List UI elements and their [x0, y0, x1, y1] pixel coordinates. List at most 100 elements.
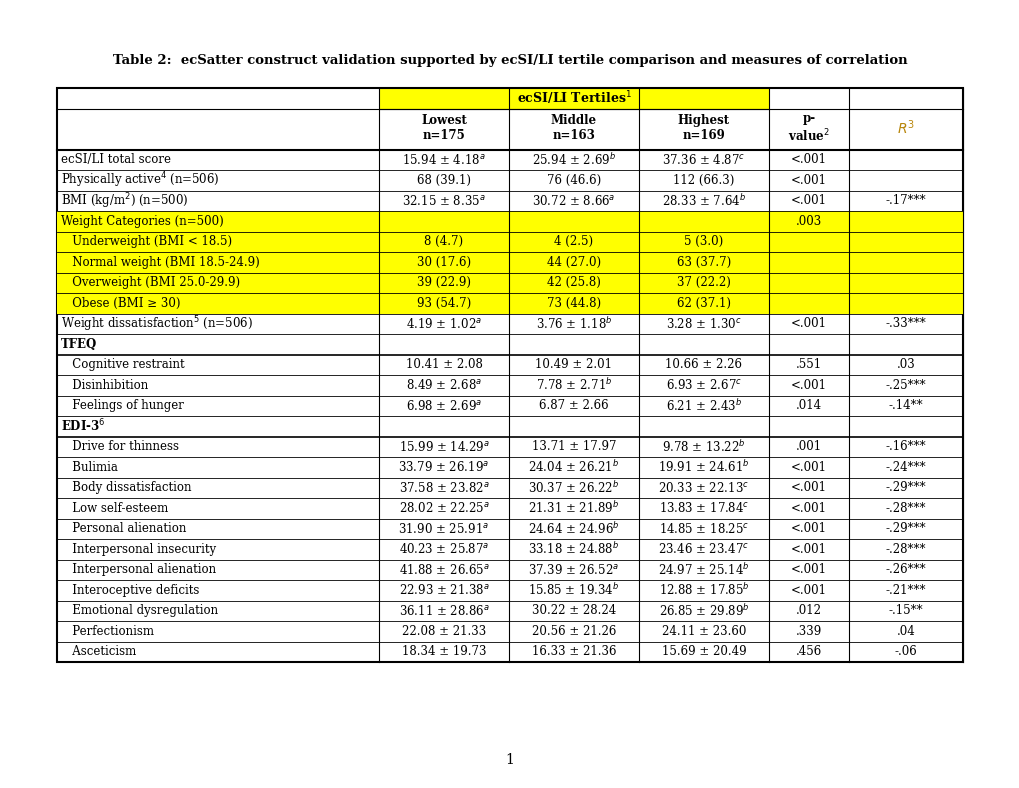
Text: 13.83 ± 17.84$^{c}$: 13.83 ± 17.84$^{c}$	[658, 501, 749, 515]
Bar	[57, 88, 962, 662]
Text: 8 (4.7): 8 (4.7)	[424, 236, 463, 248]
Text: 18.34 ± 19.73: 18.34 ± 19.73	[401, 645, 486, 658]
Text: 44 (27.0): 44 (27.0)	[546, 256, 600, 269]
Text: .551: .551	[795, 359, 821, 371]
Text: Lowest
n=175: Lowest n=175	[421, 114, 467, 142]
Text: 23.46 ± 23.47$^{c}$: 23.46 ± 23.47$^{c}$	[658, 542, 749, 556]
Text: Drive for thinness: Drive for thinness	[61, 440, 178, 453]
Text: .003: .003	[795, 215, 821, 228]
Text: 20.56 ± 21.26: 20.56 ± 21.26	[531, 625, 615, 637]
Text: 25.94 ± 2.69$^{b}$: 25.94 ± 2.69$^{b}$	[532, 152, 615, 168]
Text: 24.04 ± 26.21$^{b}$: 24.04 ± 26.21$^{b}$	[528, 459, 619, 475]
Text: Personal alienation: Personal alienation	[61, 522, 186, 535]
Text: <.001: <.001	[790, 502, 826, 515]
Text: 24.97 ± 25.14$^{b}$: 24.97 ± 25.14$^{b}$	[657, 562, 749, 578]
Text: 30.72 ± 8.66$^{a}$: 30.72 ± 8.66$^{a}$	[532, 194, 615, 208]
Text: 37.58 ± 23.82$^{a}$: 37.58 ± 23.82$^{a}$	[398, 481, 489, 495]
Text: 31.90 ± 25.91$^{a}$: 31.90 ± 25.91$^{a}$	[398, 522, 489, 536]
Text: Weight dissatisfaction$^{5}$ (n=506): Weight dissatisfaction$^{5}$ (n=506)	[61, 314, 253, 333]
Text: p-
value$^{2}$: p- value$^{2}$	[788, 112, 829, 144]
Text: 1: 1	[505, 753, 514, 767]
Text: 30.22 ± 28.24: 30.22 ± 28.24	[531, 604, 615, 617]
Text: 6.93 ± 2.67$^{c}$: 6.93 ± 2.67$^{c}$	[665, 378, 742, 392]
Text: Table 2:  ecSatter construct validation supported by ecSI/LI tertile comparison : Table 2: ecSatter construct validation s…	[112, 54, 907, 66]
Text: -.29***: -.29***	[884, 481, 925, 494]
Text: Interpersonal insecurity: Interpersonal insecurity	[61, 543, 216, 556]
Text: -.21***: -.21***	[884, 584, 925, 597]
Text: 30 (17.6): 30 (17.6)	[417, 256, 471, 269]
Text: 12.88 ± 17.85$^{b}$: 12.88 ± 17.85$^{b}$	[658, 582, 749, 598]
Text: Underweight (BMI < 18.5): Underweight (BMI < 18.5)	[61, 236, 232, 248]
Text: 15.85 ± 19.34$^{b}$: 15.85 ± 19.34$^{b}$	[528, 582, 619, 598]
Text: <.001: <.001	[790, 461, 826, 474]
Text: 6.98 ± 2.69$^{a}$: 6.98 ± 2.69$^{a}$	[406, 399, 482, 413]
Text: 19.91 ± 24.61$^{b}$: 19.91 ± 24.61$^{b}$	[657, 459, 749, 475]
Text: 28.02 ± 22.25$^{a}$: 28.02 ± 22.25$^{a}$	[398, 501, 489, 515]
Text: 15.94 ± 4.18$^{a}$: 15.94 ± 4.18$^{a}$	[401, 153, 485, 167]
Text: .339: .339	[795, 625, 821, 637]
Text: ecSI/LI Tertiles$^{1}$: ecSI/LI Tertiles$^{1}$	[516, 90, 631, 107]
Text: .001: .001	[795, 440, 821, 453]
Text: <.001: <.001	[790, 522, 826, 535]
Text: Interoceptive deficits: Interoceptive deficits	[61, 584, 199, 597]
Text: Body dissatisfaction: Body dissatisfaction	[61, 481, 192, 494]
Text: 6.21 ± 2.43$^{b}$: 6.21 ± 2.43$^{b}$	[665, 398, 742, 414]
Text: Obese (BMI ≥ 30): Obese (BMI ≥ 30)	[61, 297, 180, 310]
Bar	[379, 88, 768, 109]
Text: 3.28 ± 1.30$^{c}$: 3.28 ± 1.30$^{c}$	[665, 317, 741, 331]
Text: 63 (37.7): 63 (37.7)	[677, 256, 731, 269]
Text: <.001: <.001	[790, 379, 826, 392]
Text: -.33***: -.33***	[884, 318, 925, 330]
Text: EDI-3$^{6}$: EDI-3$^{6}$	[61, 418, 105, 434]
Text: 24.11 ± 23.60: 24.11 ± 23.60	[661, 625, 746, 637]
Text: 9.78 ± 13.22$^{b}$: 9.78 ± 13.22$^{b}$	[661, 439, 745, 455]
Text: 10.49 ± 2.01: 10.49 ± 2.01	[535, 359, 611, 371]
Text: 22.93 ± 21.38$^{a}$: 22.93 ± 21.38$^{a}$	[398, 583, 489, 597]
Text: 4 (2.5): 4 (2.5)	[554, 236, 593, 248]
Text: .04: .04	[896, 625, 914, 637]
Text: 7.78 ± 2.71$^{b}$: 7.78 ± 2.71$^{b}$	[535, 377, 611, 393]
Text: 10.41 ± 2.08: 10.41 ± 2.08	[406, 359, 482, 371]
Text: 33.79 ± 26.19$^{a}$: 33.79 ± 26.19$^{a}$	[398, 460, 489, 474]
Text: -.26***: -.26***	[884, 563, 925, 576]
Text: 93 (54.7): 93 (54.7)	[417, 297, 471, 310]
Text: 22.08 ± 21.33: 22.08 ± 21.33	[401, 625, 486, 637]
Text: Overweight (BMI 25.0-29.9): Overweight (BMI 25.0-29.9)	[61, 277, 239, 289]
Text: Feelings of hunger: Feelings of hunger	[61, 400, 183, 412]
Text: $\mathit{R}^3$: $\mathit{R}^3$	[896, 119, 914, 137]
Text: .012: .012	[795, 604, 821, 617]
Text: -.25***: -.25***	[884, 379, 925, 392]
Text: <.001: <.001	[790, 195, 826, 207]
Text: 112 (66.3): 112 (66.3)	[673, 173, 734, 187]
Text: 21.31 ± 21.89$^{b}$: 21.31 ± 21.89$^{b}$	[528, 500, 619, 516]
Text: -.28***: -.28***	[884, 502, 925, 515]
Text: 24.64 ± 24.96$^{b}$: 24.64 ± 24.96$^{b}$	[528, 521, 620, 537]
Text: 8.49 ± 2.68$^{a}$: 8.49 ± 2.68$^{a}$	[406, 378, 482, 392]
Text: .456: .456	[795, 645, 821, 658]
Text: ecSI/LI total score: ecSI/LI total score	[61, 153, 171, 166]
Text: Middle
n=163: Middle n=163	[550, 114, 596, 142]
Text: 15.99 ± 14.29$^{a}$: 15.99 ± 14.29$^{a}$	[398, 440, 489, 454]
Text: <.001: <.001	[790, 318, 826, 330]
Text: 5 (3.0): 5 (3.0)	[684, 236, 722, 248]
Text: 26.85 ± 29.89$^{b}$: 26.85 ± 29.89$^{b}$	[658, 603, 749, 619]
Text: <.001: <.001	[790, 153, 826, 166]
Text: <.001: <.001	[790, 584, 826, 597]
Text: 36.11 ± 28.86$^{a}$: 36.11 ± 28.86$^{a}$	[398, 604, 489, 618]
Text: Interpersonal alienation: Interpersonal alienation	[61, 563, 216, 576]
Text: 4.19 ± 1.02$^{a}$: 4.19 ± 1.02$^{a}$	[406, 317, 482, 331]
Text: -.29***: -.29***	[884, 522, 925, 535]
Text: Asceticism: Asceticism	[61, 645, 137, 658]
Bar	[57, 232, 962, 252]
Text: 41.88 ± 26.65$^{a}$: 41.88 ± 26.65$^{a}$	[398, 563, 489, 577]
Text: Low self-esteem: Low self-esteem	[61, 502, 168, 515]
Text: -.17***: -.17***	[884, 195, 925, 207]
Text: Disinhibition: Disinhibition	[61, 379, 148, 392]
Text: Physically active$^{4}$ (n=506): Physically active$^{4}$ (n=506)	[61, 170, 219, 190]
Text: Perfectionism: Perfectionism	[61, 625, 154, 637]
Text: 37.39 ± 26.52$^{a}$: 37.39 ± 26.52$^{a}$	[528, 563, 619, 577]
Text: -.15**: -.15**	[888, 604, 922, 617]
Text: .014: .014	[795, 400, 821, 412]
Text: 6.87 ± 2.66: 6.87 ± 2.66	[539, 400, 608, 412]
Text: 39 (22.9): 39 (22.9)	[417, 277, 471, 289]
